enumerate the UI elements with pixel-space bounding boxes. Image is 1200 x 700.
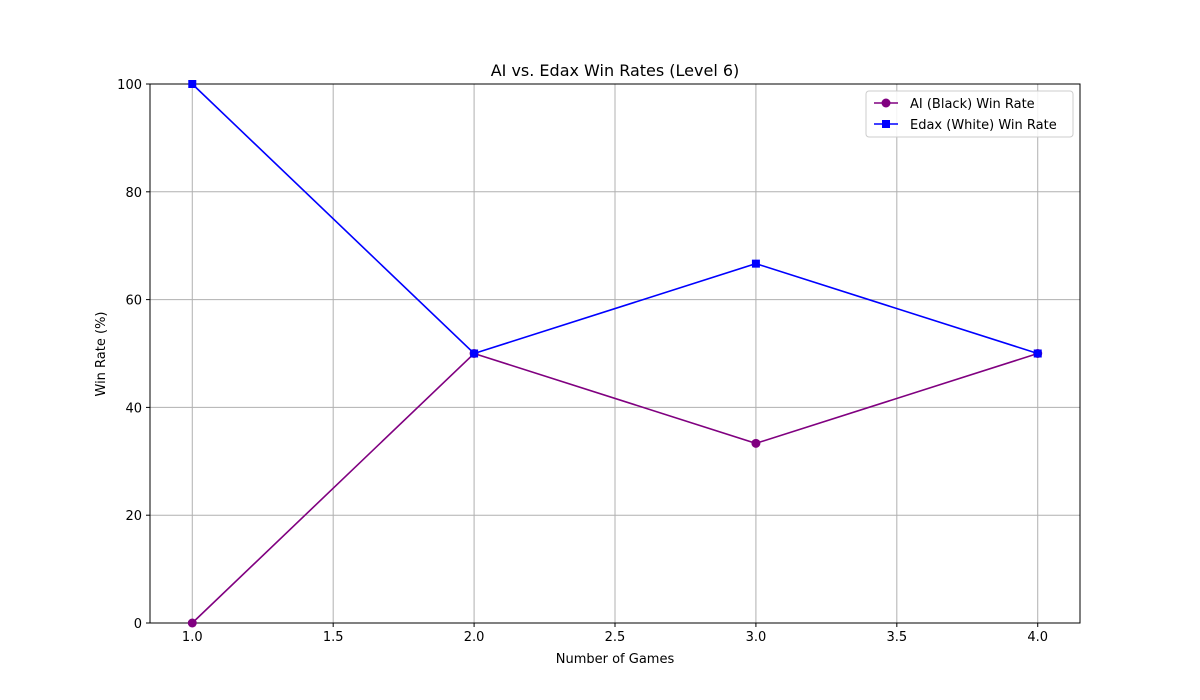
series-2 bbox=[188, 80, 1042, 358]
x-tick-label: 3.0 bbox=[746, 630, 767, 645]
legend-label: Edax (White) Win Rate bbox=[910, 118, 1057, 133]
x-axis-label: Number of Games bbox=[556, 652, 675, 667]
data-point-square bbox=[751, 259, 760, 268]
legend-box bbox=[865, 90, 1074, 138]
data-point-square bbox=[188, 80, 197, 88]
y-tick-label: 0 bbox=[134, 617, 142, 632]
series-group bbox=[187, 80, 1043, 628]
legend: AI (Black) Win Rate Edax (White) Win Rate bbox=[865, 90, 1074, 138]
y-axis-label: Win Rate (%) bbox=[94, 312, 109, 397]
data-point-square bbox=[470, 349, 479, 358]
chart-title: AI vs. Edax Win Rates (Level 6) bbox=[491, 61, 740, 80]
data-point-square bbox=[1033, 349, 1042, 358]
y-tick-label: 20 bbox=[125, 509, 142, 524]
legend-circle-marker bbox=[881, 98, 891, 108]
y-tick-label: 60 bbox=[125, 294, 142, 309]
y-tick-label: 100 bbox=[117, 78, 142, 93]
x-tick-label: 3.5 bbox=[886, 630, 907, 645]
data-point-circle bbox=[751, 438, 761, 448]
axis-ticks: 1.0 1.5 2.0 2.5 3.0 3.5 4.0 0 20 40 60 80 100 bbox=[117, 78, 1048, 645]
x-tick-label: 1.5 bbox=[323, 630, 344, 645]
data-point-circle bbox=[187, 618, 197, 628]
x-tick-label: 1.0 bbox=[182, 630, 203, 645]
y-tick-label: 80 bbox=[125, 186, 142, 201]
grid-lines bbox=[150, 83, 1080, 624]
x-tick-label: 4.0 bbox=[1027, 630, 1048, 645]
series-line bbox=[191, 83, 1038, 355]
legend-square-marker bbox=[882, 120, 890, 128]
legend-item: Edax (White) Win Rate bbox=[874, 118, 1057, 133]
legend-item: AI (Black) Win Rate bbox=[874, 97, 1035, 112]
y-tick-label: 40 bbox=[125, 401, 142, 416]
x-tick-label: 2.5 bbox=[605, 630, 626, 645]
series-line bbox=[191, 352, 1038, 624]
legend-label: AI (Black) Win Rate bbox=[910, 97, 1035, 112]
x-tick-label: 2.0 bbox=[464, 630, 485, 645]
